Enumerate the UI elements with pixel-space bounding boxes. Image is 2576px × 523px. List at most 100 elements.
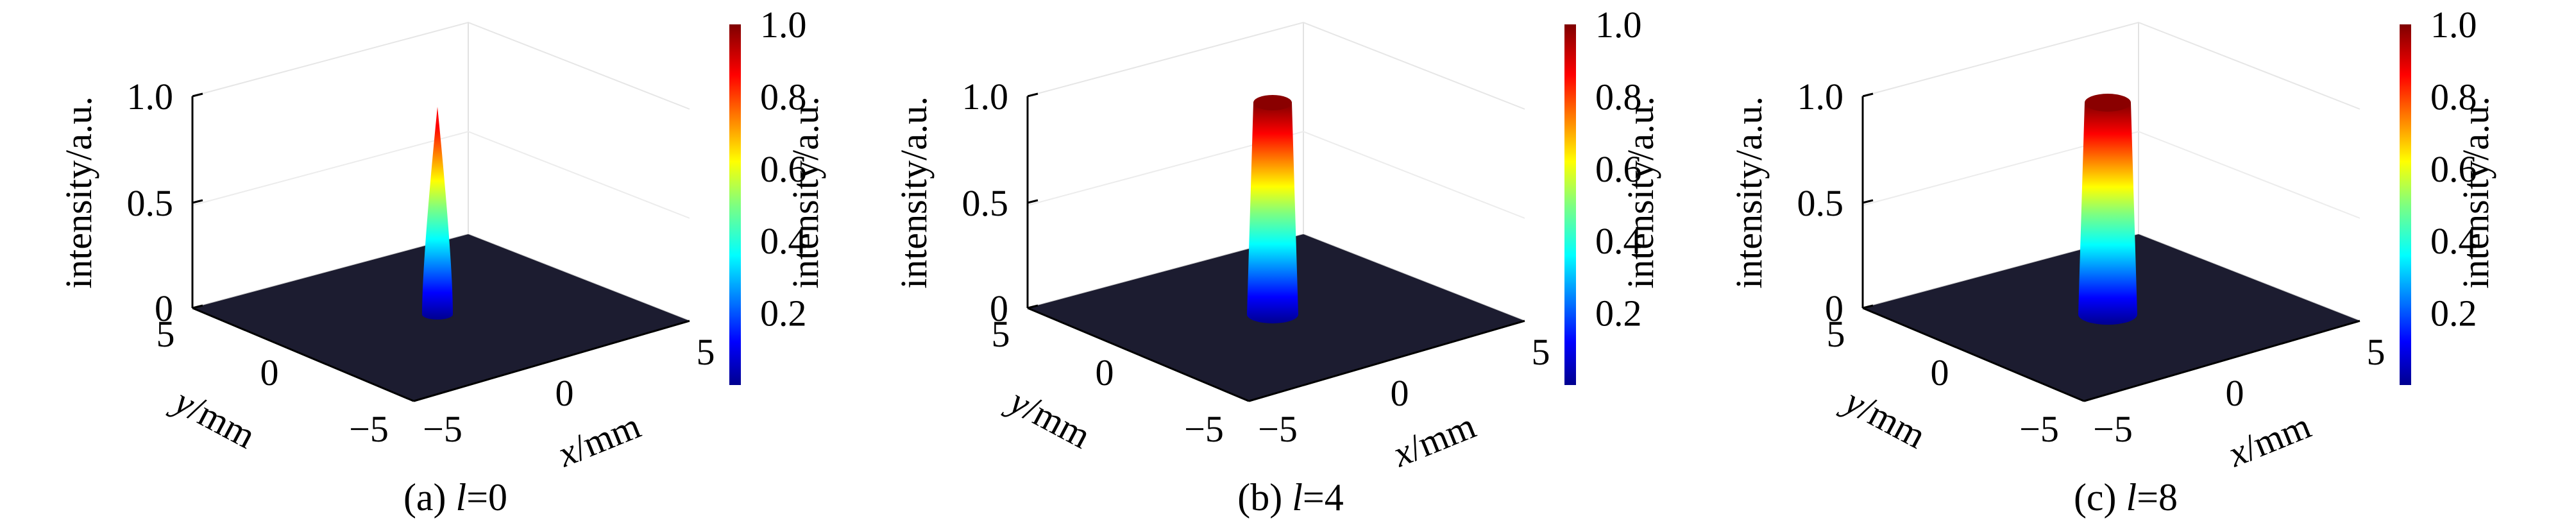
x-axis-label: x/mm — [552, 404, 647, 475]
x-tick-label: 5 — [2367, 331, 2385, 373]
z-tick-label: 0.5 — [962, 182, 1009, 224]
y-tick-label: 5 — [1827, 313, 1845, 355]
x-tick-label: −5 — [1258, 408, 1298, 450]
z-tick-label: 1.0 — [127, 76, 174, 117]
x-axis-label: x/mm — [1387, 404, 1482, 475]
z-tick-label: 0 — [155, 287, 173, 329]
caption-suffix: =8 — [2137, 476, 2178, 519]
x-axis-line — [413, 320, 690, 402]
y-axis-line — [1027, 307, 1250, 402]
z-tick-mark — [1027, 304, 1038, 309]
y-tick-label: 0 — [1931, 352, 1949, 393]
panel-caption: (c) l=8 — [2074, 476, 2178, 519]
z-axis-label: intensity/a.u. — [58, 96, 99, 289]
y-tick-label: −5 — [1184, 408, 1224, 450]
y-axis-label: y/mm — [165, 379, 262, 457]
y-tick-label: 0 — [1096, 352, 1114, 393]
caption-var: l — [1292, 476, 1303, 519]
z-tick-label: 0 — [1825, 287, 1843, 329]
z-tick-label: 1.0 — [962, 76, 1009, 117]
x-axis-line — [1248, 320, 1525, 402]
z-tick-mark — [1862, 199, 1874, 204]
x-axis-unit: /mm — [567, 404, 646, 468]
colorbar-tick-label: 1.0 — [1595, 4, 1642, 46]
caption-prefix: (b) — [1237, 476, 1292, 519]
colorbar — [2400, 24, 2411, 385]
caption-suffix: =4 — [1303, 476, 1344, 519]
caption-prefix: (a) — [403, 476, 456, 519]
y-tick-label: 5 — [157, 313, 175, 355]
z-tick-mark — [1862, 304, 1874, 309]
colorbar-tick-label: 0.4 — [760, 220, 807, 262]
caption-var: l — [2126, 476, 2137, 519]
x-axis-unit: /mm — [2237, 404, 2316, 468]
back-mid-edges — [1862, 130, 2360, 219]
back-top-edges — [1862, 21, 2360, 110]
colorbar-tick-label: 0.6 — [2430, 148, 2477, 190]
colorbar-tick-label: 1.0 — [2430, 4, 2477, 46]
colorbar-tick-label: 0.2 — [2430, 293, 2477, 334]
z-tick-label: 0.5 — [127, 182, 174, 224]
colorbar-tick-label: 0.4 — [1595, 220, 1642, 262]
colorbar-tick-label: 1.0 — [760, 4, 807, 46]
colorbar — [729, 24, 741, 385]
colorbar-tick-label: 0.6 — [1595, 148, 1642, 190]
beam-surface — [2078, 103, 2137, 325]
colorbar-label: intensity/a.u. — [1620, 96, 1661, 289]
y-axis-line — [192, 307, 414, 402]
panel-caption: (b) l=4 — [1237, 476, 1343, 519]
colorbar-tick-label: 0.8 — [760, 76, 807, 117]
back-mid-edges — [1027, 130, 1525, 219]
y-axis-label: y/mm — [1835, 379, 1933, 457]
x-tick-label: −5 — [2093, 408, 2133, 450]
z-tick-label: 1.0 — [1797, 76, 1844, 117]
colorbar-tick-label: 0.2 — [760, 293, 807, 334]
y-tick-label: −5 — [2019, 408, 2059, 450]
y-axis-line — [1862, 307, 2085, 402]
beam-top-cap — [1253, 95, 1292, 110]
x-axis-label: x/mm — [2222, 404, 2317, 475]
z-tick-label: 0 — [990, 287, 1008, 329]
x-tick-label: 0 — [555, 372, 574, 414]
beam-surface — [422, 107, 453, 320]
z-tick-mark — [1862, 92, 1874, 98]
x-axis-unit: /mm — [1402, 404, 1481, 468]
y-tick-label: −5 — [349, 408, 389, 450]
back-top-edges — [1027, 21, 1525, 110]
x-tick-label: 5 — [697, 331, 715, 373]
x-tick-label: −5 — [423, 408, 462, 450]
colorbar-tick-label: 0.2 — [1595, 293, 1642, 334]
z-tick-mark — [192, 304, 203, 309]
beam-surface — [1247, 103, 1298, 323]
colorbar-label: intensity/a.u. — [784, 96, 826, 289]
z-axis-label: intensity/a.u. — [1728, 96, 1770, 289]
z-tick-label: 0.5 — [1797, 182, 1844, 224]
back-top-edges — [192, 21, 690, 110]
x-axis-line — [2083, 320, 2360, 402]
colorbar-tick-label: 0.6 — [760, 148, 807, 190]
y-tick-label: 5 — [992, 313, 1010, 355]
beam-top-cap — [2085, 94, 2131, 112]
colorbar-label: intensity/a.u. — [2455, 96, 2496, 289]
colorbar — [1564, 24, 1576, 385]
caption-prefix: (c) — [2074, 476, 2126, 519]
y-tick-label: 0 — [260, 352, 279, 393]
y-axis-label: y/mm — [1000, 379, 1097, 457]
caption-suffix: =0 — [466, 476, 507, 519]
x-tick-label: 5 — [1532, 331, 1550, 373]
colorbar-tick-label: 0.8 — [2430, 76, 2477, 117]
z-tick-mark — [192, 199, 203, 204]
panel-caption: (a) l=0 — [403, 476, 507, 519]
x-tick-label: 0 — [2226, 372, 2244, 414]
back-mid-edges — [192, 130, 690, 219]
colorbar-tick-label: 0.8 — [1595, 76, 1642, 117]
x-tick-label: 0 — [1391, 372, 1409, 414]
z-tick-mark — [1027, 92, 1038, 98]
caption-var: l — [456, 476, 467, 519]
z-tick-mark — [192, 92, 203, 98]
z-axis-label: intensity/a.u. — [893, 96, 935, 289]
